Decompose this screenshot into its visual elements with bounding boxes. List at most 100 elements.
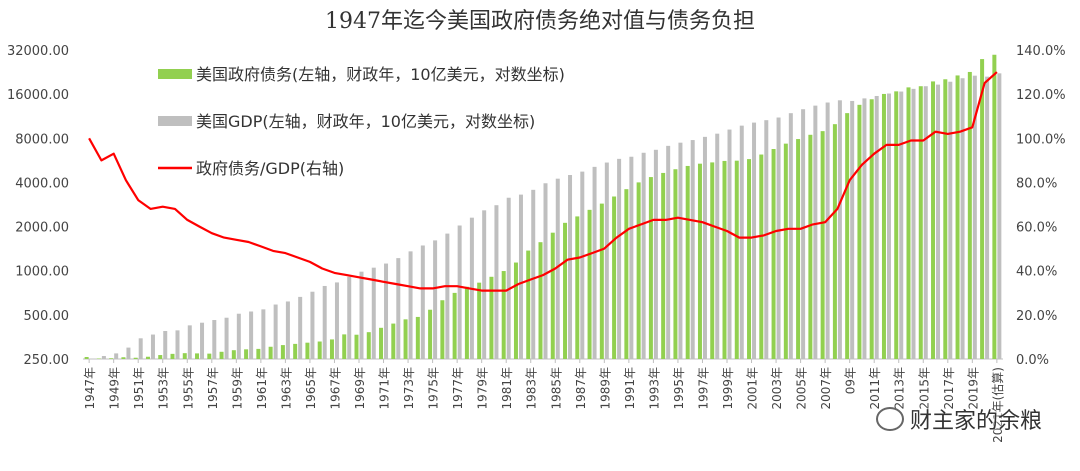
gdp-bar [433, 240, 438, 359]
gdp-bar [997, 73, 1002, 360]
debt-bar [293, 343, 298, 359]
gdp-bar [923, 86, 928, 360]
debt-bar [268, 346, 273, 359]
x-tick-label: 1981年 [500, 367, 514, 410]
legend-swatch [158, 69, 192, 79]
x-tick-label: 2007年 [819, 367, 833, 410]
gdp-bar [298, 296, 303, 359]
debt-bar [305, 342, 310, 359]
x-tick-label: 1971年 [378, 367, 392, 410]
legend: 美国政府债务(左轴，财政年，10亿美元，对数坐标) 美国GDP(左轴，财政年，10… [158, 65, 565, 178]
x-tick-label: 09年 [844, 367, 858, 394]
gdp-bar [874, 95, 879, 359]
gdp-bar [322, 285, 327, 359]
debt-bar [832, 124, 837, 359]
gdp-bar [334, 282, 339, 359]
gdp-bar [261, 309, 266, 359]
debt-bar [906, 87, 911, 359]
debt-bar [244, 349, 249, 359]
gdp-bar [960, 78, 965, 359]
x-tick-label: 1987年 [574, 367, 588, 410]
debt-bar [133, 357, 138, 359]
debt-bars [84, 54, 997, 360]
gdp-bar [310, 291, 315, 359]
debt-bar [379, 327, 384, 359]
x-tick-label: 1955年 [181, 367, 195, 410]
x-tick-label: 1959年 [230, 367, 244, 410]
gdp-bar [788, 113, 793, 359]
debt-bar [796, 139, 801, 359]
gdp-bar [457, 225, 462, 359]
debt-bar [538, 242, 543, 359]
chart-title: 1947年迄今美国政府债务绝对值与债务负担 [325, 9, 755, 34]
debt-bar [992, 54, 997, 359]
debt-bar [967, 71, 972, 359]
debt-bar [452, 292, 457, 359]
gdp-bar [494, 205, 499, 359]
debt-bar [477, 282, 482, 359]
debt-bar [820, 131, 825, 359]
gdp-bar [163, 331, 168, 359]
gdp-bar [936, 84, 941, 360]
gdp-bar [285, 301, 290, 359]
debt-bar [636, 182, 641, 359]
y-left-tick-label: 32000.00 [7, 44, 69, 59]
gdp-bar [273, 304, 278, 359]
x-tick-label: 1977年 [451, 367, 465, 410]
debt-bar [624, 189, 629, 359]
gdp-bar [543, 183, 548, 359]
gdp-bar [506, 197, 511, 359]
gdp-bar [604, 162, 609, 359]
debt-bar [697, 163, 702, 359]
debt-bar [845, 113, 850, 359]
x-tick-label: 1993年 [647, 367, 661, 410]
debt-bar [219, 351, 224, 359]
gdp-bar [886, 93, 891, 360]
debt-bar [980, 59, 985, 359]
x-tick-label: 1951年 [132, 367, 146, 410]
gdp-bar [666, 145, 671, 359]
y-left-tick-label: 8000.00 [15, 132, 69, 147]
ratio-line [88, 71, 998, 292]
gdp-bar [568, 175, 573, 359]
debt-bar [931, 81, 936, 359]
x-tick-label: 1999年 [721, 367, 735, 410]
debt-bar [366, 332, 371, 359]
gdp-bar [236, 313, 241, 359]
debt-bar [158, 355, 163, 359]
debt-bar [734, 160, 739, 359]
x-tick-label: 1989年 [598, 367, 612, 410]
gdp-bar [837, 100, 842, 359]
y-right-tick-label: 80.0% [1016, 176, 1057, 191]
debt-bar [685, 165, 690, 359]
debt-bar [121, 357, 126, 359]
gdp-bar [420, 245, 425, 359]
gdp-bar [580, 171, 585, 359]
debt-bar [489, 276, 494, 359]
gdp-bar [396, 258, 401, 359]
gdp-bar [555, 178, 560, 359]
gdp-bar [813, 105, 818, 359]
legend-label: 美国政府债务(左轴，财政年，10亿美元，对数坐标) [196, 65, 565, 84]
debt-bar [599, 203, 604, 359]
debt-bar [391, 323, 396, 359]
debt-bar [170, 353, 175, 359]
debt-bar [415, 316, 420, 359]
x-tick-label: 1979年 [476, 367, 490, 410]
debt-bar [342, 334, 347, 359]
x-tick-label: 1949年 [108, 367, 122, 410]
gdp-bar [518, 194, 523, 359]
x-tick-labels: 1947年 1949年 1951年 1953年 1955年 1957年 1959年 1961年… [83, 359, 1005, 443]
gdp-bar [752, 122, 757, 359]
gdp-bar [764, 120, 769, 359]
y-right-tick-label: 40.0% [1016, 265, 1057, 280]
gdp-bar [359, 271, 364, 359]
debt-bar [182, 353, 187, 359]
axes: 250.00 500.00 1000.00 2000.00 4000.00 8000.00… [7, 44, 1066, 368]
debt-bar [354, 334, 359, 359]
gdp-bar [678, 142, 683, 359]
gdp-bar [187, 325, 192, 359]
debt-bar [195, 353, 200, 359]
x-tick-label: 1975年 [427, 367, 441, 410]
y-right-tick-label: 60.0% [1016, 221, 1057, 236]
